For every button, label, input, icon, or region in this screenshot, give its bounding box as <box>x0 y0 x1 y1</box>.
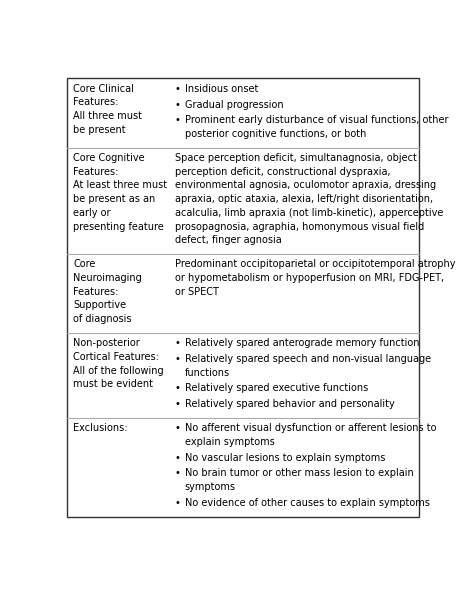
Text: No vascular lesions to explain symptoms: No vascular lesions to explain symptoms <box>185 453 385 463</box>
Text: Relatively spared behavior and personality: Relatively spared behavior and personali… <box>185 399 394 409</box>
Text: prosopagnosia, agraphia, homonymous visual field: prosopagnosia, agraphia, homonymous visu… <box>175 221 424 231</box>
Text: Exclusions:: Exclusions: <box>73 423 128 433</box>
Text: At least three must: At least three must <box>73 180 167 190</box>
Text: defect, finger agnosia: defect, finger agnosia <box>175 236 282 246</box>
Text: No brain tumor or other mass lesion to explain: No brain tumor or other mass lesion to e… <box>185 468 413 478</box>
Text: •: • <box>175 115 181 125</box>
Text: All of the following: All of the following <box>73 366 164 376</box>
Text: No afferent visual dysfunction or afferent lesions to: No afferent visual dysfunction or affere… <box>185 423 436 433</box>
Text: Features:: Features: <box>73 287 118 297</box>
Text: or hypometabolism or hypoperfusion on MRI, FDG-PET,: or hypometabolism or hypoperfusion on MR… <box>175 273 444 283</box>
Text: •: • <box>175 399 181 409</box>
Text: •: • <box>175 498 181 508</box>
Text: •: • <box>175 383 181 393</box>
Text: environmental agnosia, oculomotor apraxia, dressing: environmental agnosia, oculomotor apraxi… <box>175 180 436 190</box>
Text: Relatively spared anterograde memory function: Relatively spared anterograde memory fun… <box>185 338 419 348</box>
Text: •: • <box>175 354 181 364</box>
Text: Core Cognitive: Core Cognitive <box>73 153 145 163</box>
Text: be present as an: be present as an <box>73 194 155 204</box>
Text: perception deficit, constructional dyspraxia,: perception deficit, constructional dyspr… <box>175 167 390 177</box>
Text: presenting feature: presenting feature <box>73 221 164 231</box>
Text: be present: be present <box>73 125 126 135</box>
Text: Predominant occipitoparietal or occipitotemporal atrophy: Predominant occipitoparietal or occipito… <box>175 259 455 269</box>
Text: •: • <box>175 468 181 478</box>
Text: All three must: All three must <box>73 111 142 121</box>
Text: Non-posterior: Non-posterior <box>73 338 140 348</box>
Text: or SPECT: or SPECT <box>175 287 219 297</box>
Text: •: • <box>175 338 181 348</box>
Text: No evidence of other causes to explain symptoms: No evidence of other causes to explain s… <box>185 498 429 508</box>
Text: Features:: Features: <box>73 98 118 108</box>
Text: •: • <box>175 84 181 94</box>
Text: functions: functions <box>185 368 230 378</box>
Text: must be evident: must be evident <box>73 379 153 389</box>
Text: symptoms: symptoms <box>185 482 236 492</box>
Text: Core: Core <box>73 259 96 269</box>
Text: Features:: Features: <box>73 167 118 177</box>
Text: Prominent early disturbance of visual functions, other: Prominent early disturbance of visual fu… <box>185 115 448 125</box>
Text: Cortical Features:: Cortical Features: <box>73 352 159 362</box>
Text: Core Clinical: Core Clinical <box>73 84 134 94</box>
Text: Relatively spared speech and non-visual language: Relatively spared speech and non-visual … <box>185 354 431 364</box>
Text: Space perception deficit, simultanagnosia, object: Space perception deficit, simultanagnosi… <box>175 153 417 163</box>
Text: Supportive: Supportive <box>73 300 127 310</box>
Text: apraxia, optic ataxia, alexia, left/right disorientation,: apraxia, optic ataxia, alexia, left/righ… <box>175 194 433 204</box>
Text: early or: early or <box>73 208 111 218</box>
Text: •: • <box>175 100 181 110</box>
Text: explain symptoms: explain symptoms <box>185 437 274 447</box>
Text: of diagnosis: of diagnosis <box>73 314 132 324</box>
Text: Insidious onset: Insidious onset <box>185 84 258 94</box>
Text: •: • <box>175 453 181 463</box>
Text: Neuroimaging: Neuroimaging <box>73 273 142 283</box>
Text: Gradual progression: Gradual progression <box>185 100 283 110</box>
Text: posterior cognitive functions, or both: posterior cognitive functions, or both <box>185 129 366 139</box>
Text: •: • <box>175 423 181 433</box>
Text: acalculia, limb apraxia (not limb-kinetic), apperceptive: acalculia, limb apraxia (not limb-kineti… <box>175 208 443 218</box>
Text: Relatively spared executive functions: Relatively spared executive functions <box>185 383 368 393</box>
